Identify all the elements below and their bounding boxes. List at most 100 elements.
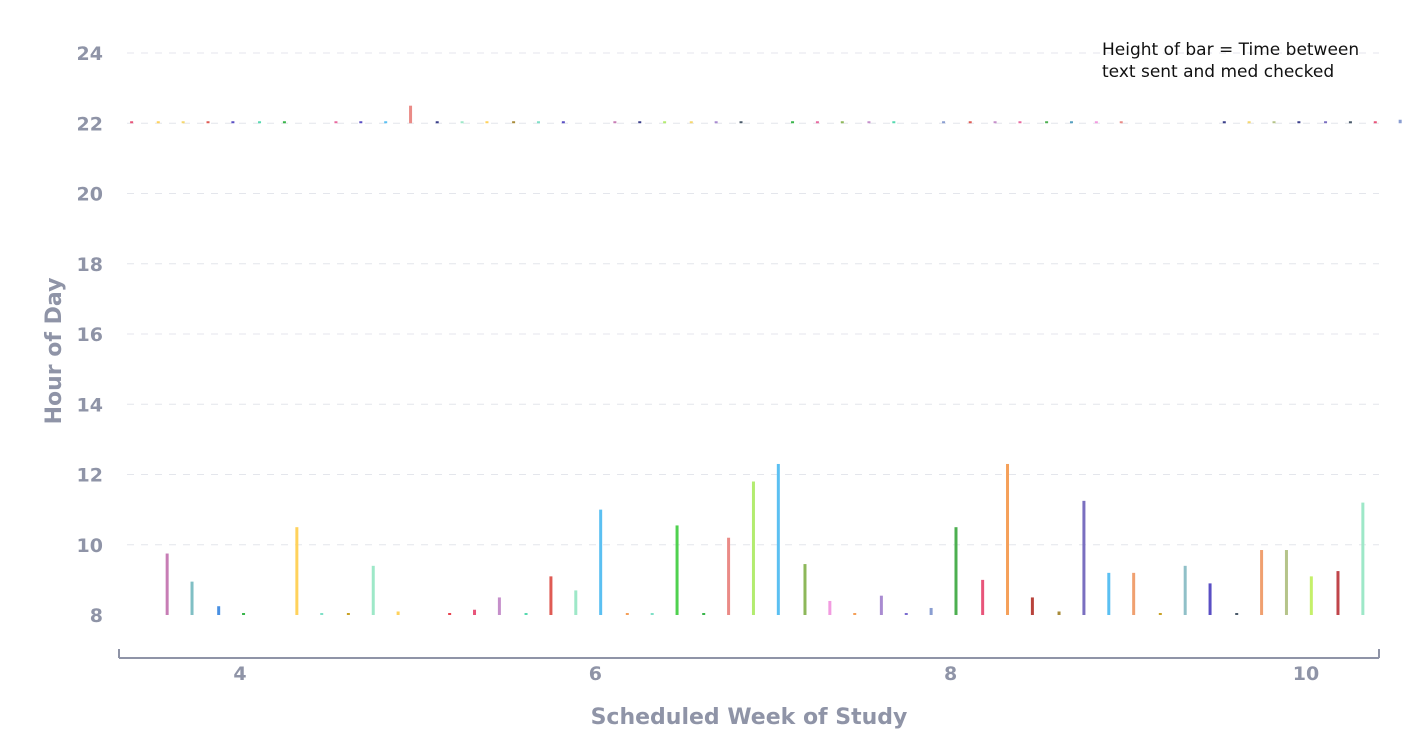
bar <box>803 564 807 615</box>
bar <box>156 121 160 124</box>
y-tick-label: 16 <box>77 324 103 346</box>
bar <box>485 121 489 124</box>
bar <box>1297 121 1301 124</box>
bar <box>448 613 452 615</box>
bar <box>217 606 221 615</box>
y-tick-label: 12 <box>77 465 103 487</box>
bar <box>574 590 578 615</box>
bar <box>396 611 400 615</box>
bar <box>282 121 286 124</box>
bar <box>1208 583 1212 615</box>
y-tick-labels: 8 10 12 14 16 18 20 22 24 <box>77 43 103 627</box>
bar <box>892 121 896 124</box>
y-tick-label: 20 <box>77 184 103 206</box>
bar <box>512 121 516 124</box>
bar <box>1222 121 1226 124</box>
x-tick-label: 8 <box>944 663 957 685</box>
bar <box>130 121 134 124</box>
chart-annotation: Height of bar = Time between text sent a… <box>1102 40 1365 82</box>
bar <box>1348 121 1352 124</box>
bar <box>625 613 629 615</box>
bar <box>1183 565 1187 615</box>
gridlines <box>127 52 1379 546</box>
bar <box>1006 463 1010 615</box>
bar <box>190 581 194 615</box>
x-tick-label: 4 <box>233 663 246 685</box>
x-axis-title: Scheduled Week of Study <box>591 705 908 730</box>
bar <box>1324 121 1328 124</box>
bar <box>1158 613 1162 615</box>
bar <box>435 121 439 124</box>
y-tick-label: 10 <box>77 535 103 557</box>
bar <box>1132 572 1136 615</box>
bar <box>1373 121 1377 124</box>
bar <box>942 121 946 124</box>
x-tick-label: 10 <box>1293 663 1319 685</box>
y-tick-label: 8 <box>90 605 103 627</box>
bar <box>165 553 169 615</box>
bar <box>650 613 654 615</box>
bar <box>334 121 338 124</box>
bar <box>1069 121 1073 124</box>
bar <box>1235 613 1239 615</box>
bar <box>181 121 185 124</box>
bar <box>549 576 553 615</box>
bar <box>1018 121 1022 124</box>
x-tick-label: 6 <box>589 663 602 685</box>
bar <box>828 600 832 615</box>
bar <box>981 579 985 615</box>
bar <box>613 121 617 124</box>
bar <box>231 121 235 124</box>
bar <box>638 121 642 124</box>
bar <box>1260 550 1264 615</box>
bar <box>776 463 780 615</box>
bar <box>371 565 375 615</box>
bar <box>968 121 972 124</box>
bar <box>739 121 743 124</box>
bar <box>346 613 350 615</box>
y-tick-label: 24 <box>77 43 103 65</box>
bar <box>242 613 246 615</box>
y-tick-label: 22 <box>77 113 103 135</box>
bar <box>840 121 844 124</box>
bar <box>1272 121 1276 124</box>
bar <box>867 121 871 124</box>
bar <box>751 481 755 615</box>
bar <box>1045 121 1049 124</box>
bar <box>791 121 795 124</box>
bar <box>409 105 413 124</box>
bar <box>1107 572 1111 615</box>
bar <box>727 537 731 615</box>
x-axis <box>118 649 1380 659</box>
bar <box>524 613 528 615</box>
bar <box>993 121 997 124</box>
bar <box>460 121 464 124</box>
bar <box>853 613 857 615</box>
bar <box>536 121 540 124</box>
bar <box>473 609 477 615</box>
bar <box>929 607 933 615</box>
y-tick-label: 18 <box>77 254 103 276</box>
bar <box>320 613 324 615</box>
bar <box>879 595 883 615</box>
bar <box>1057 611 1061 615</box>
bar <box>497 597 501 615</box>
bar <box>258 121 262 124</box>
bar <box>1030 597 1034 615</box>
bar <box>1284 550 1288 615</box>
bar <box>599 509 603 615</box>
bar <box>815 121 819 124</box>
bar <box>954 527 958 615</box>
bar <box>1119 121 1123 124</box>
bar <box>359 121 363 124</box>
bar <box>561 121 565 124</box>
bar <box>206 121 210 124</box>
bar <box>714 121 718 124</box>
bar <box>904 613 908 615</box>
bar <box>1082 500 1086 615</box>
x-tick-labels: 4 6 8 10 <box>233 663 1319 685</box>
bar <box>1247 121 1251 124</box>
bar <box>1361 502 1365 615</box>
bar <box>295 527 299 615</box>
